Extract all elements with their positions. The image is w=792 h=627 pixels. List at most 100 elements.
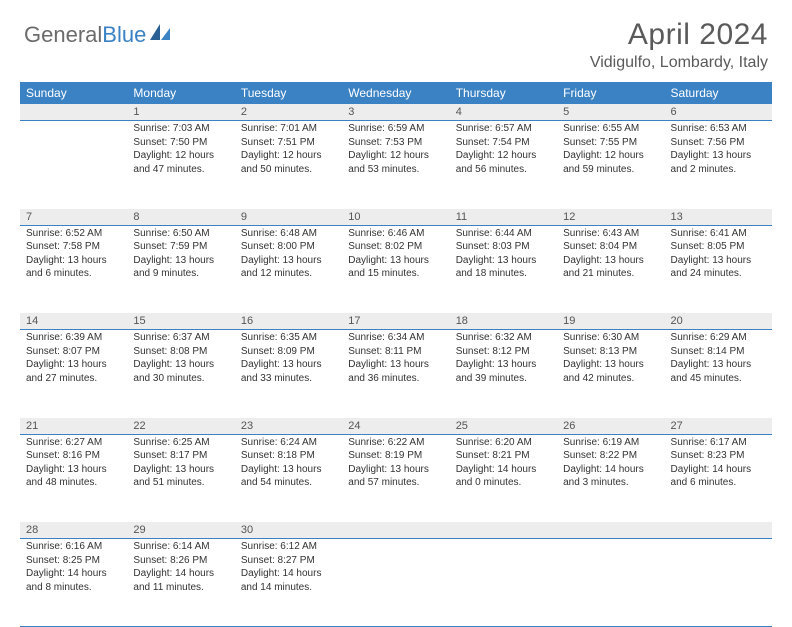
sunset-text: Sunset: 8:08 PM	[133, 345, 228, 359]
sunset-text: Sunset: 8:09 PM	[241, 345, 336, 359]
weekday-header: Friday	[557, 82, 664, 104]
sunrise-text: Sunrise: 6:20 AM	[456, 436, 551, 450]
day-number: 4	[450, 104, 557, 121]
sunset-text: Sunset: 7:54 PM	[456, 136, 551, 150]
day-detail: Sunrise: 6:46 AMSunset: 8:02 PMDaylight:…	[342, 226, 449, 285]
logo-text: GeneralBlue	[24, 22, 146, 48]
day-number: 10	[342, 209, 449, 226]
daylight-text: Daylight: 12 hours and 50 minutes.	[241, 149, 336, 176]
day-number	[557, 522, 664, 539]
daylight-text: Daylight: 13 hours and 6 minutes.	[26, 254, 121, 281]
day-number: 17	[342, 313, 449, 330]
day-number: 3	[342, 104, 449, 121]
calendar-cell: Sunrise: 6:25 AMSunset: 8:17 PMDaylight:…	[127, 434, 234, 522]
logo: GeneralBlue	[24, 18, 172, 48]
daylight-text: Daylight: 12 hours and 59 minutes.	[563, 149, 658, 176]
day-number: 2	[235, 104, 342, 121]
daylight-text: Daylight: 13 hours and 21 minutes.	[563, 254, 658, 281]
location-subtitle: Vidigulfo, Lombardy, Italy	[590, 54, 768, 72]
daylight-text: Daylight: 14 hours and 3 minutes.	[563, 463, 658, 490]
day-number: 22	[127, 418, 234, 435]
daylight-text: Daylight: 13 hours and 36 minutes.	[348, 358, 443, 385]
day-detail: Sunrise: 6:57 AMSunset: 7:54 PMDaylight:…	[450, 121, 557, 180]
calendar-cell: Sunrise: 6:57 AMSunset: 7:54 PMDaylight:…	[450, 121, 557, 209]
sunset-text: Sunset: 8:02 PM	[348, 240, 443, 254]
daylight-text: Daylight: 13 hours and 12 minutes.	[241, 254, 336, 281]
sunset-text: Sunset: 8:22 PM	[563, 449, 658, 463]
calendar-cell: Sunrise: 6:34 AMSunset: 8:11 PMDaylight:…	[342, 330, 449, 418]
daylight-text: Daylight: 13 hours and 33 minutes.	[241, 358, 336, 385]
calendar-cell: Sunrise: 6:43 AMSunset: 8:04 PMDaylight:…	[557, 225, 664, 313]
logo-word2: Blue	[102, 22, 146, 47]
calendar-cell: Sunrise: 6:37 AMSunset: 8:08 PMDaylight:…	[127, 330, 234, 418]
sunrise-text: Sunrise: 6:48 AM	[241, 227, 336, 241]
daylight-text: Daylight: 13 hours and 39 minutes.	[456, 358, 551, 385]
calendar-table: Sunday Monday Tuesday Wednesday Thursday…	[20, 82, 772, 627]
calendar-cell	[665, 539, 772, 627]
daylight-text: Daylight: 13 hours and 30 minutes.	[133, 358, 228, 385]
calendar-cell: Sunrise: 6:20 AMSunset: 8:21 PMDaylight:…	[450, 434, 557, 522]
sunset-text: Sunset: 8:11 PM	[348, 345, 443, 359]
day-detail: Sunrise: 6:34 AMSunset: 8:11 PMDaylight:…	[342, 330, 449, 389]
calendar-cell	[20, 121, 127, 209]
daylight-text: Daylight: 13 hours and 48 minutes.	[26, 463, 121, 490]
calendar-cell: Sunrise: 6:53 AMSunset: 7:56 PMDaylight:…	[665, 121, 772, 209]
calendar-cell: Sunrise: 6:50 AMSunset: 7:59 PMDaylight:…	[127, 225, 234, 313]
calendar-cell: Sunrise: 6:24 AMSunset: 8:18 PMDaylight:…	[235, 434, 342, 522]
daynum-row: 21222324252627	[20, 418, 772, 435]
day-number: 15	[127, 313, 234, 330]
calendar-row: Sunrise: 6:52 AMSunset: 7:58 PMDaylight:…	[20, 225, 772, 313]
daylight-text: Daylight: 12 hours and 47 minutes.	[133, 149, 228, 176]
sunrise-text: Sunrise: 6:19 AM	[563, 436, 658, 450]
day-number: 9	[235, 209, 342, 226]
calendar-cell	[557, 539, 664, 627]
calendar-row: Sunrise: 6:27 AMSunset: 8:16 PMDaylight:…	[20, 434, 772, 522]
calendar-cell	[450, 539, 557, 627]
day-number: 26	[557, 418, 664, 435]
page-header: GeneralBlue April 2024 Vidigulfo, Lombar…	[0, 0, 792, 78]
daylight-text: Daylight: 13 hours and 51 minutes.	[133, 463, 228, 490]
day-number: 8	[127, 209, 234, 226]
sunset-text: Sunset: 8:21 PM	[456, 449, 551, 463]
sunrise-text: Sunrise: 6:52 AM	[26, 227, 121, 241]
weekday-header: Tuesday	[235, 82, 342, 104]
daylight-text: Daylight: 14 hours and 8 minutes.	[26, 567, 121, 594]
daylight-text: Daylight: 14 hours and 11 minutes.	[133, 567, 228, 594]
day-detail: Sunrise: 6:52 AMSunset: 7:58 PMDaylight:…	[20, 226, 127, 285]
day-detail: Sunrise: 6:30 AMSunset: 8:13 PMDaylight:…	[557, 330, 664, 389]
daynum-row: 123456	[20, 104, 772, 121]
sunset-text: Sunset: 7:56 PM	[671, 136, 766, 150]
daylight-text: Daylight: 12 hours and 53 minutes.	[348, 149, 443, 176]
sunrise-text: Sunrise: 6:55 AM	[563, 122, 658, 136]
weekday-header: Saturday	[665, 82, 772, 104]
sunrise-text: Sunrise: 6:44 AM	[456, 227, 551, 241]
calendar-cell: Sunrise: 7:03 AMSunset: 7:50 PMDaylight:…	[127, 121, 234, 209]
day-detail: Sunrise: 6:32 AMSunset: 8:12 PMDaylight:…	[450, 330, 557, 389]
sunrise-text: Sunrise: 6:41 AM	[671, 227, 766, 241]
daylight-text: Daylight: 14 hours and 14 minutes.	[241, 567, 336, 594]
day-number: 13	[665, 209, 772, 226]
day-detail: Sunrise: 6:41 AMSunset: 8:05 PMDaylight:…	[665, 226, 772, 285]
sunrise-text: Sunrise: 6:17 AM	[671, 436, 766, 450]
calendar-cell: Sunrise: 6:44 AMSunset: 8:03 PMDaylight:…	[450, 225, 557, 313]
daylight-text: Daylight: 14 hours and 0 minutes.	[456, 463, 551, 490]
day-detail: Sunrise: 6:29 AMSunset: 8:14 PMDaylight:…	[665, 330, 772, 389]
sunset-text: Sunset: 8:17 PM	[133, 449, 228, 463]
sunrise-text: Sunrise: 6:37 AM	[133, 331, 228, 345]
calendar-cell: Sunrise: 6:12 AMSunset: 8:27 PMDaylight:…	[235, 539, 342, 627]
calendar-cell: Sunrise: 6:17 AMSunset: 8:23 PMDaylight:…	[665, 434, 772, 522]
calendar-cell: Sunrise: 6:39 AMSunset: 8:07 PMDaylight:…	[20, 330, 127, 418]
calendar-cell: Sunrise: 6:19 AMSunset: 8:22 PMDaylight:…	[557, 434, 664, 522]
sunset-text: Sunset: 7:53 PM	[348, 136, 443, 150]
weekday-header: Thursday	[450, 82, 557, 104]
day-number	[20, 104, 127, 121]
day-detail: Sunrise: 6:16 AMSunset: 8:25 PMDaylight:…	[20, 539, 127, 598]
day-detail: Sunrise: 7:03 AMSunset: 7:50 PMDaylight:…	[127, 121, 234, 180]
logo-word1: General	[24, 22, 102, 47]
weekday-header-row: Sunday Monday Tuesday Wednesday Thursday…	[20, 82, 772, 104]
calendar-cell: Sunrise: 6:27 AMSunset: 8:16 PMDaylight:…	[20, 434, 127, 522]
day-detail: Sunrise: 6:12 AMSunset: 8:27 PMDaylight:…	[235, 539, 342, 598]
sunset-text: Sunset: 8:19 PM	[348, 449, 443, 463]
day-number: 16	[235, 313, 342, 330]
sunrise-text: Sunrise: 6:12 AM	[241, 540, 336, 554]
